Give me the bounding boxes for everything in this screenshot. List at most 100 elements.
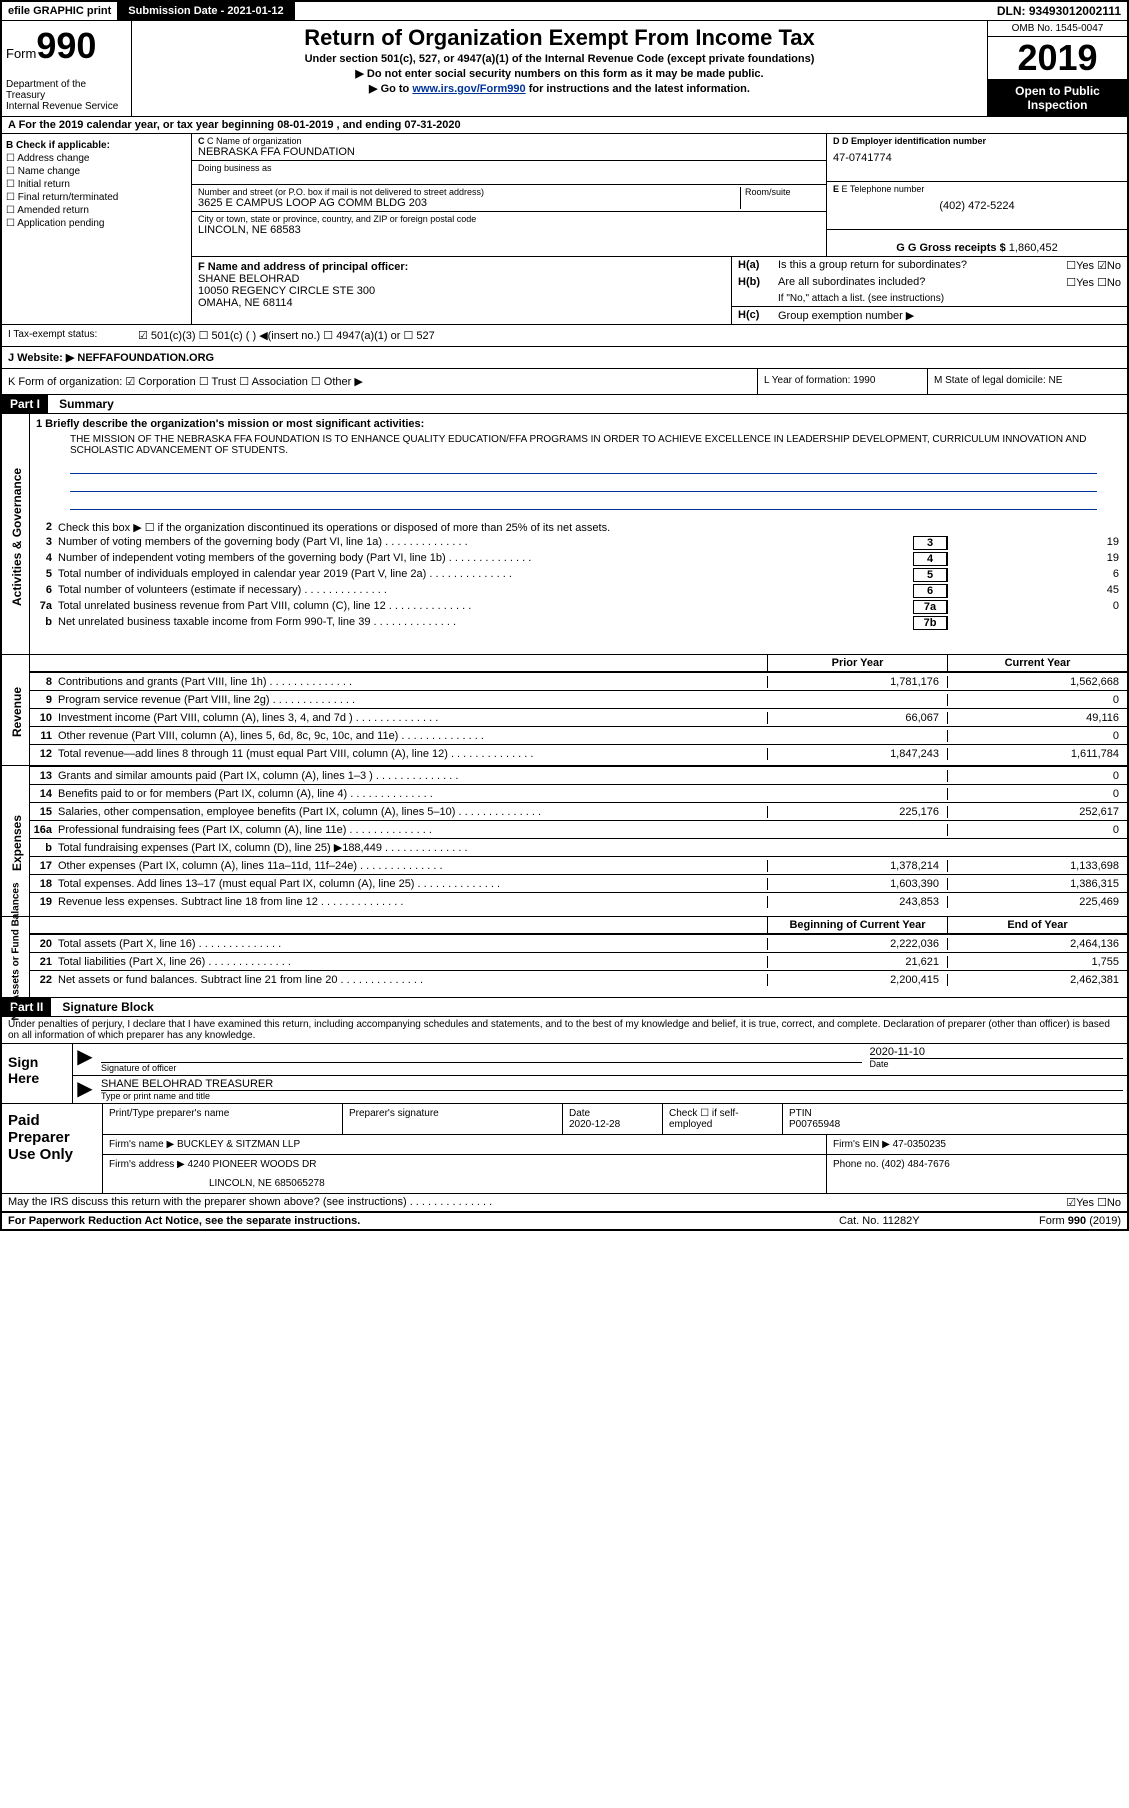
prep-date-label: Date xyxy=(569,1108,590,1119)
chk-initial[interactable]: ☐ Initial return xyxy=(6,179,187,190)
form-title: Return of Organization Exempt From Incom… xyxy=(140,25,979,51)
prior-val: 66,067 xyxy=(767,712,947,724)
chk-pending[interactable]: ☐ Application pending xyxy=(6,218,187,229)
line-desc: Number of independent voting members of … xyxy=(58,552,913,566)
form-num: 990 xyxy=(36,25,96,66)
sig-name-label: Type or print name and title xyxy=(101,1090,1123,1101)
line-val: 19 xyxy=(947,536,1127,550)
room-label: Room/suite xyxy=(745,187,820,197)
f-addr2: OMAHA, NE 68114 xyxy=(198,297,725,309)
firm-name-label: Firm's name ▶ xyxy=(109,1139,177,1150)
curr-val: 0 xyxy=(947,824,1127,836)
ha-val[interactable]: ☐Yes ☑No xyxy=(1066,259,1121,272)
line-desc: Net assets or fund balances. Subtract li… xyxy=(58,974,767,986)
line-desc: Total liabilities (Part X, line 26) xyxy=(58,956,767,968)
line2[interactable]: Check this box ▶ ☐ if the organization d… xyxy=(58,521,1127,534)
prep-name-label: Print/Type preparer's name xyxy=(103,1104,343,1134)
line-box: 6 xyxy=(913,584,947,598)
curr-val: 1,611,784 xyxy=(947,748,1127,760)
prior-val: 1,781,176 xyxy=(767,676,947,688)
prep-label: Paid Preparer Use Only xyxy=(2,1104,102,1193)
line-box: 3 xyxy=(913,536,947,550)
header: Form990 Department of the Treasury Inter… xyxy=(2,21,1127,117)
firm-ein-val: 47-0350235 xyxy=(893,1139,946,1150)
submission-date: Submission Date - 2021-01-12 xyxy=(117,2,294,20)
declaration: Under penalties of perjury, I declare th… xyxy=(2,1017,1127,1044)
line-num: b xyxy=(30,842,58,854)
line-desc: Number of voting members of the governin… xyxy=(58,536,913,550)
tax-status-opts[interactable]: ☑ 501(c)(3) ☐ 501(c) ( ) ◀(insert no.) ☐… xyxy=(132,325,1127,346)
subtitle-1: Under section 501(c), 527, or 4947(a)(1)… xyxy=(140,53,979,65)
prior-val: 1,847,243 xyxy=(767,748,947,760)
line-desc: Contributions and grants (Part VIII, lin… xyxy=(58,676,767,688)
f-label: F Name and address of principal officer: xyxy=(198,261,725,273)
hb-label: H(b) xyxy=(738,276,778,289)
row-a: A For the 2019 calendar year, or tax yea… xyxy=(2,117,1127,134)
hdr-curr: Current Year xyxy=(947,655,1127,671)
sig-name-val: SHANE BELOHRAD TREASURER xyxy=(101,1078,1123,1090)
prep-selfemp[interactable]: Check ☐ if self-employed xyxy=(663,1104,783,1134)
curr-val: 0 xyxy=(947,694,1127,706)
line-num: 20 xyxy=(30,938,58,950)
d-ein-label: D D Employer identification number xyxy=(833,136,1121,146)
line-num: 6 xyxy=(30,584,58,598)
line-desc: Total number of volunteers (estimate if … xyxy=(58,584,913,598)
chk-address[interactable]: ☐ Address change xyxy=(6,153,187,164)
tax-status-label: I Tax-exempt status: xyxy=(2,325,132,346)
sign-label: Sign Here xyxy=(2,1044,72,1103)
line1-text: THE MISSION OF THE NEBRASKA FFA FOUNDATI… xyxy=(30,434,1127,456)
curr-val: 225,469 xyxy=(947,896,1127,908)
irs-link[interactable]: www.irs.gov/Form990 xyxy=(412,83,525,95)
discuss-val[interactable]: ☑Yes ☐No xyxy=(1066,1196,1121,1209)
k-form-org[interactable]: K Form of organization: ☑ Corporation ☐ … xyxy=(2,369,757,394)
prior-val: 225,176 xyxy=(767,806,947,818)
part1-hdr: Part I xyxy=(2,395,48,413)
prior-val: 21,621 xyxy=(767,956,947,968)
addr-val: 3625 E CAMPUS LOOP AG COMM BLDG 203 xyxy=(198,197,740,209)
line-box: 5 xyxy=(913,568,947,582)
footer: For Paperwork Reduction Act Notice, see … xyxy=(2,1213,1127,1229)
prior-val: 2,222,036 xyxy=(767,938,947,950)
main-area: B Check if applicable: ☐ Address change … xyxy=(2,134,1127,324)
efile-label: efile GRAPHIC print xyxy=(2,3,117,19)
line-desc: Salaries, other compensation, employee b… xyxy=(58,806,767,818)
line-num: 14 xyxy=(30,788,58,800)
hc-label: H(c) xyxy=(738,309,778,322)
city-label: City or town, state or province, country… xyxy=(198,214,820,224)
ptin-val: P00765948 xyxy=(789,1119,840,1130)
j-website[interactable]: NEFFAFOUNDATION.ORG xyxy=(77,352,214,364)
line-num: 15 xyxy=(30,806,58,818)
prep-date-val: 2020-12-28 xyxy=(569,1119,620,1130)
line-desc: Total assets (Part X, line 16) xyxy=(58,938,767,950)
part1-title: Summary xyxy=(51,395,122,413)
c-name-val: NEBRASKA FFA FOUNDATION xyxy=(198,146,820,158)
part2-header: Part II Signature Block xyxy=(2,998,1127,1017)
arrow-icon: ▶ xyxy=(73,1076,97,1103)
sub3-post: for instructions and the latest informat… xyxy=(526,83,750,95)
line-desc: Investment income (Part VIII, column (A)… xyxy=(58,712,767,724)
chk-final[interactable]: ☐ Final return/terminated xyxy=(6,192,187,203)
line-num: 7a xyxy=(30,600,58,614)
form-label: Form xyxy=(6,46,36,61)
dept-treasury: Department of the Treasury Internal Reve… xyxy=(6,79,127,112)
curr-val: 0 xyxy=(947,770,1127,782)
line1-label: 1 Briefly describe the organization's mi… xyxy=(30,414,1127,434)
hb-val[interactable]: ☐Yes ☐No xyxy=(1066,276,1121,289)
firm-phone-val: (402) 484-7676 xyxy=(881,1159,949,1170)
hdr-beg: Beginning of Current Year xyxy=(767,917,947,933)
line-desc: Benefits paid to or for members (Part IX… xyxy=(58,788,767,800)
arrow-icon: ▶ xyxy=(73,1044,97,1075)
chk-name[interactable]: ☐ Name change xyxy=(6,166,187,177)
prior-val: 2,200,415 xyxy=(767,974,947,986)
line-desc: Total unrelated business revenue from Pa… xyxy=(58,600,913,614)
form-number: Form990 xyxy=(6,25,127,67)
row-j: J Website: ▶ NEFFAFOUNDATION.ORG xyxy=(2,346,1127,369)
dba-label: Doing business as xyxy=(198,163,820,173)
c-name-label: C C Name of organization xyxy=(198,136,820,146)
line-num: b xyxy=(30,616,58,630)
footer-right: Form 990 (2019) xyxy=(1039,1215,1121,1227)
chk-amended[interactable]: ☐ Amended return xyxy=(6,205,187,216)
side-governance: Activities & Governance xyxy=(2,414,30,654)
curr-val: 1,755 xyxy=(947,956,1127,968)
g-receipts-val: 1,860,452 xyxy=(1009,242,1058,254)
